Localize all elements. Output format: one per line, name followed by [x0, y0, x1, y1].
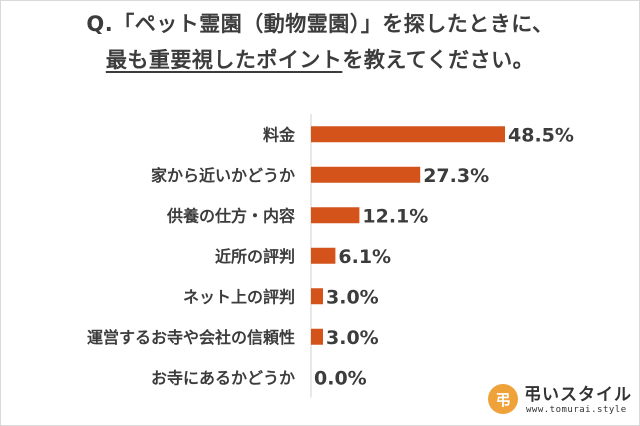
data-label: 12.1%	[362, 205, 428, 227]
question-title-line1: Q.「ペット霊園（動物霊園）」を探したときに、	[86, 12, 554, 36]
logo-url: www.tomurai.style	[526, 405, 627, 415]
category-label: 家から近いかどうか	[151, 166, 295, 185]
category-label: 料金	[263, 125, 296, 144]
data-label: 3.0%	[326, 327, 379, 349]
category-label: 近所の評判	[215, 247, 295, 266]
data-label: 48.5%	[508, 124, 574, 146]
bar	[311, 288, 323, 305]
bar	[311, 247, 336, 264]
category-label: お寺にあるかどうか	[151, 368, 295, 387]
bar	[311, 328, 323, 345]
data-label: 27.3%	[423, 165, 489, 187]
category-label: 運営するお寺や会社の信頼性	[87, 328, 295, 347]
question-title-line2: 最も重要視したポイントを教えてください。	[0, 44, 640, 74]
category-label: 供養の仕方・内容	[166, 206, 295, 225]
bar	[311, 126, 505, 143]
logo-mark-icon: 弔	[488, 384, 518, 414]
bar	[311, 166, 421, 183]
brand-logo: 弔 弔いスタイル www.tomurai.style	[488, 380, 632, 420]
data-label: 3.0%	[326, 286, 379, 308]
category-label: ネット上の評判	[183, 287, 295, 306]
data-label: 0.0%	[314, 367, 367, 389]
data-label: 6.1%	[338, 246, 391, 268]
question-title-emphasis: 最も重要視したポイント	[105, 48, 343, 72]
question-title-rest: を教えてください。	[342, 48, 535, 72]
logo-name: 弔いスタイル	[524, 385, 632, 405]
bar	[311, 207, 360, 224]
